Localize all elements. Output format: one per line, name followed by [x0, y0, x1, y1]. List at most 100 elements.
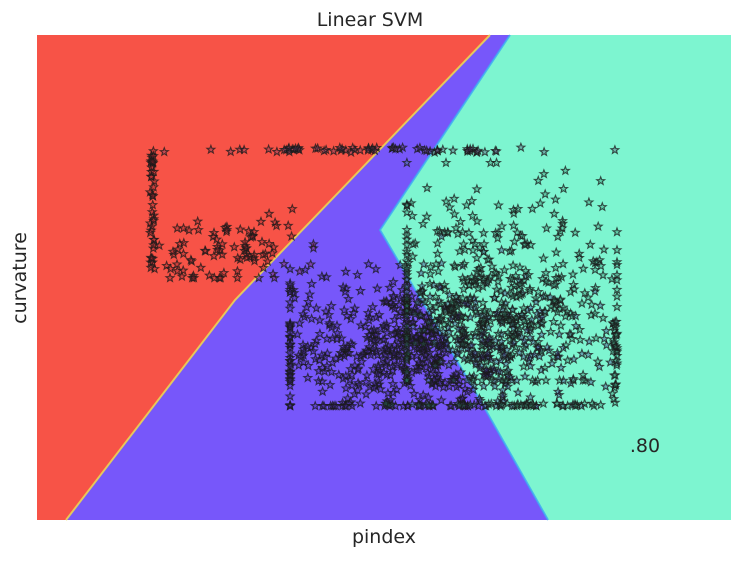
data-point-star [448, 192, 460, 204]
data-point-star [440, 195, 452, 207]
data-point-star [352, 384, 364, 395]
data-point-star [504, 245, 516, 257]
data-point-star [598, 333, 610, 344]
data-point-star [437, 143, 449, 155]
data-point-star [337, 372, 349, 384]
data-point-star [298, 346, 310, 357]
data-point-star [384, 281, 396, 293]
data-point-star [511, 399, 523, 411]
data-point-star [148, 165, 160, 177]
data-point-star [611, 274, 623, 285]
data-point-star [401, 332, 413, 344]
y-axis-label: curvature [9, 232, 31, 324]
data-point-star [490, 145, 502, 157]
data-point-star [548, 279, 560, 291]
data-point-star [610, 354, 622, 366]
data-point-star [464, 291, 476, 303]
data-point-star [519, 239, 531, 250]
data-point-star [565, 328, 577, 340]
data-point-star [271, 220, 282, 231]
data-point-star [284, 380, 296, 391]
data-point-star [363, 314, 375, 325]
data-point-star [488, 292, 500, 303]
data-point-star [541, 222, 553, 233]
data-point-star [465, 330, 477, 342]
data-point-star [176, 270, 188, 282]
data-point-star [518, 302, 530, 313]
data-point-star [516, 230, 528, 241]
data-point-star [597, 269, 609, 280]
data-point-star [284, 369, 296, 381]
data-point-star [387, 364, 399, 376]
data-point-star [211, 233, 223, 245]
data-point-star [401, 198, 413, 210]
data-point-star [470, 305, 482, 317]
data-point-star [286, 203, 298, 214]
data-point-star [363, 329, 375, 340]
data-point-star [431, 225, 443, 236]
data-point-star [523, 269, 535, 280]
data-point-star [551, 306, 563, 318]
data-point-star [212, 244, 224, 255]
data-point-star [435, 394, 447, 405]
data-point-star [534, 305, 546, 316]
data-point-star [610, 328, 622, 340]
data-point-star [551, 397, 563, 409]
data-point-star [432, 247, 444, 259]
data-point-star [530, 296, 542, 307]
data-point-star [295, 351, 307, 362]
data-point-star [506, 348, 518, 360]
data-point-star [360, 388, 372, 400]
data-point-star [429, 323, 441, 335]
data-point-star [282, 219, 294, 231]
data-point-star [541, 341, 553, 352]
data-point-star [405, 197, 417, 208]
data-point-star [518, 334, 530, 346]
data-point-star [557, 183, 570, 194]
data-point-star [183, 224, 195, 236]
data-point-star [346, 369, 358, 380]
data-point-star [418, 338, 430, 349]
data-point-star [271, 146, 283, 157]
data-point-star [423, 316, 435, 328]
data-point-star [482, 253, 494, 265]
data-point-star [352, 362, 364, 374]
data-point-star [354, 144, 366, 156]
data-point-star [592, 355, 604, 367]
data-point-star [476, 340, 488, 351]
data-point-star [373, 375, 385, 386]
data-point-star [195, 261, 207, 273]
data-point-star [536, 317, 548, 328]
data-point-star [507, 318, 519, 329]
data-point-star [333, 369, 345, 380]
data-point-star [513, 283, 525, 295]
data-point-star [611, 290, 623, 302]
data-point-star [550, 272, 562, 283]
data-point-star [525, 391, 536, 402]
data-point-star [444, 201, 456, 212]
data-point-star [595, 260, 607, 271]
data-point-star [507, 259, 519, 271]
data-point-star [608, 369, 620, 381]
data-point-star [585, 309, 597, 320]
data-point-star [388, 355, 400, 366]
data-point-star [239, 240, 251, 251]
data-point-star [457, 226, 469, 237]
scatter-points [144, 141, 623, 411]
data-point-star [459, 244, 471, 255]
data-point-star [417, 389, 429, 400]
data-point-star [539, 305, 551, 317]
data-point-star [401, 239, 413, 250]
data-point-star [448, 259, 460, 271]
data-point-star [586, 397, 598, 409]
data-point-star [611, 346, 623, 357]
data-point-star [480, 355, 492, 367]
data-point-star [519, 315, 531, 326]
data-point-star [557, 258, 569, 269]
data-point-star [239, 236, 251, 247]
data-point-star [225, 145, 237, 157]
data-point-star [314, 314, 326, 326]
data-point-star [433, 295, 445, 307]
data-point-star [458, 258, 470, 269]
data-point-star [434, 377, 446, 388]
